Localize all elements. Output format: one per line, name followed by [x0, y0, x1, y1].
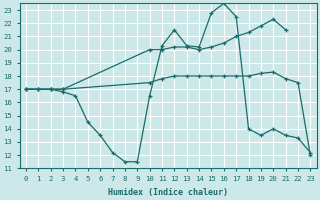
X-axis label: Humidex (Indice chaleur): Humidex (Indice chaleur) — [108, 188, 228, 197]
